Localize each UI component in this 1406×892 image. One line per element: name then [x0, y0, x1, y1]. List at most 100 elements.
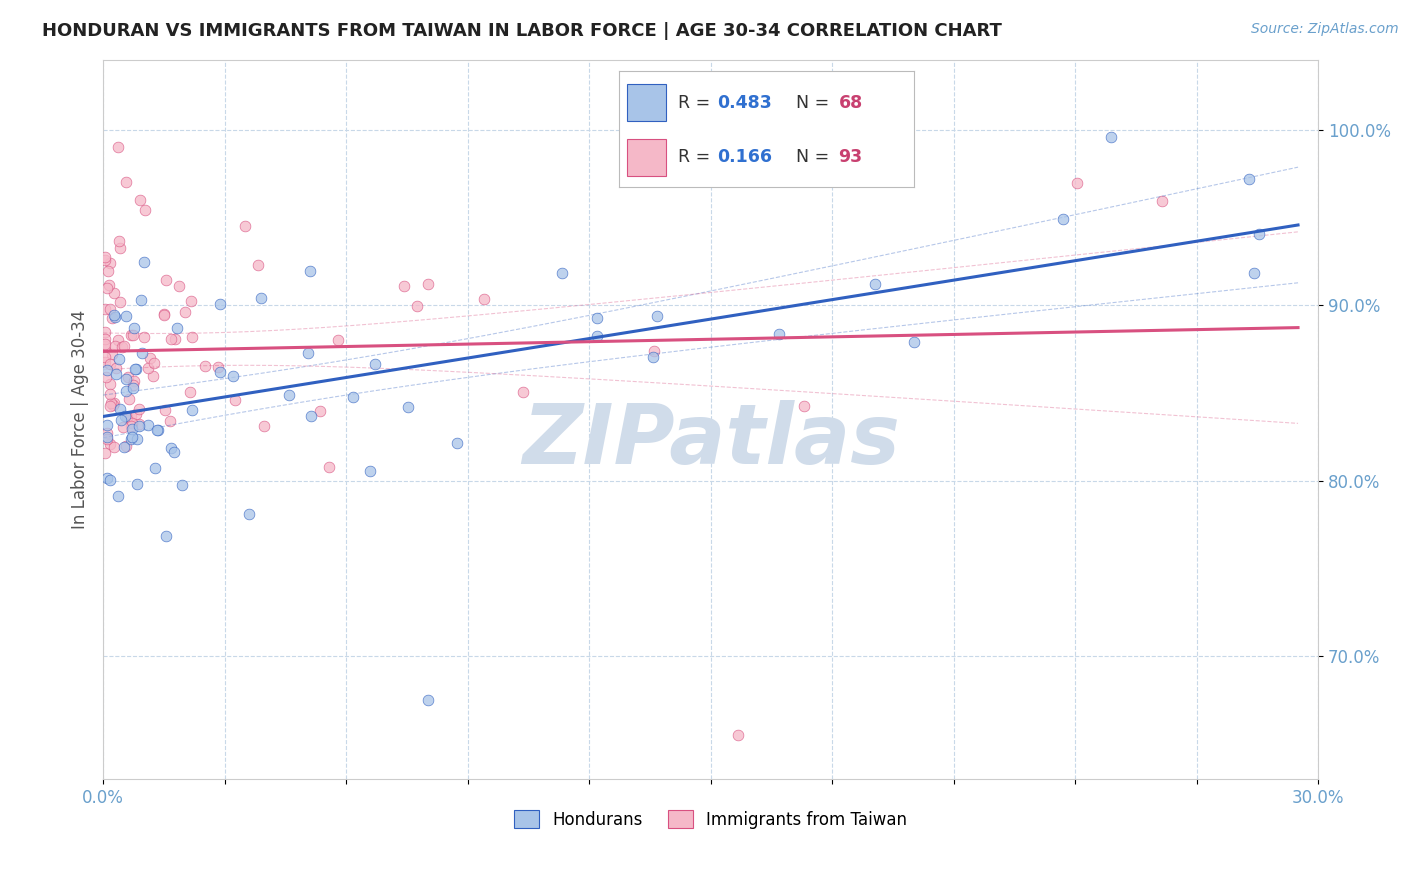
Point: [122, 328, 145, 343]
Point: [472, 292, 495, 306]
Point: [96, 281, 118, 295]
Text: R =: R =: [678, 148, 721, 166]
Point: [128, 419, 150, 434]
Point: [101, 398, 124, 412]
Point: [108, 235, 131, 249]
Point: [793, 399, 815, 413]
Point: [103, 440, 125, 454]
Point: [159, 441, 181, 455]
Point: [446, 436, 468, 450]
Point: [246, 258, 269, 272]
Point: [94, 250, 117, 264]
Point: [155, 529, 177, 543]
Y-axis label: In Labor Force | Age 30-34: In Labor Force | Age 30-34: [72, 310, 89, 529]
Point: [120, 432, 142, 446]
Point: [98, 358, 121, 372]
Point: [224, 392, 246, 407]
Point: [253, 419, 276, 434]
FancyBboxPatch shape: [627, 138, 666, 176]
Point: [122, 375, 145, 389]
Point: [277, 388, 299, 402]
Point: [128, 402, 150, 417]
Point: [94, 301, 117, 316]
Point: [132, 330, 155, 344]
Point: [396, 400, 419, 414]
Point: [112, 440, 135, 454]
Point: [96, 471, 118, 485]
Point: [131, 346, 153, 360]
Point: [142, 368, 165, 383]
Point: [903, 335, 925, 350]
Point: [94, 253, 117, 268]
Point: [117, 369, 139, 384]
Point: [179, 385, 201, 400]
Point: [110, 241, 132, 255]
Point: [121, 416, 143, 430]
Point: [174, 305, 197, 319]
Point: [104, 310, 127, 325]
Point: [103, 309, 125, 323]
Point: [98, 473, 121, 487]
Point: [165, 332, 187, 346]
Point: [98, 278, 121, 293]
Point: [512, 385, 534, 400]
Point: [641, 351, 664, 365]
Point: [768, 326, 790, 341]
Point: [139, 351, 162, 365]
Point: [1066, 176, 1088, 190]
Point: [143, 461, 166, 475]
Point: [1150, 194, 1173, 208]
Text: N =: N =: [796, 94, 835, 112]
Point: [98, 256, 121, 270]
Point: [406, 299, 429, 313]
Point: [121, 422, 143, 436]
Point: [115, 175, 138, 189]
Point: [142, 357, 165, 371]
Point: [643, 344, 665, 359]
Point: [250, 291, 273, 305]
Point: [167, 279, 190, 293]
Point: [112, 339, 135, 353]
Point: [863, 277, 886, 291]
Point: [107, 140, 129, 154]
Point: [392, 278, 415, 293]
Point: [194, 359, 217, 373]
Point: [222, 368, 245, 383]
Point: [124, 362, 146, 376]
Point: [233, 219, 256, 233]
Point: [148, 423, 170, 437]
Point: [166, 320, 188, 334]
Point: [96, 417, 118, 432]
Point: [100, 395, 122, 409]
Point: [103, 396, 125, 410]
Point: [125, 432, 148, 446]
Point: [94, 446, 117, 460]
Point: [1052, 211, 1074, 226]
Point: [180, 294, 202, 309]
Point: [416, 693, 439, 707]
Point: [136, 361, 159, 376]
Point: [208, 365, 231, 379]
Point: [94, 355, 117, 369]
Point: [122, 320, 145, 334]
Point: [416, 277, 439, 291]
Point: [94, 325, 117, 339]
Point: [550, 266, 572, 280]
Point: [98, 399, 121, 413]
Text: 68: 68: [838, 94, 863, 112]
Point: [111, 340, 134, 354]
Point: [98, 302, 121, 317]
Point: [585, 311, 607, 326]
Point: [100, 347, 122, 361]
Text: ZIPatlas: ZIPatlas: [522, 401, 900, 482]
Point: [94, 350, 117, 364]
Point: [208, 297, 231, 311]
Point: [114, 372, 136, 386]
Point: [98, 386, 121, 401]
Point: [97, 264, 120, 278]
Point: [120, 418, 142, 433]
Point: [114, 439, 136, 453]
Point: [153, 309, 176, 323]
Point: [172, 478, 194, 492]
Point: [1237, 171, 1260, 186]
